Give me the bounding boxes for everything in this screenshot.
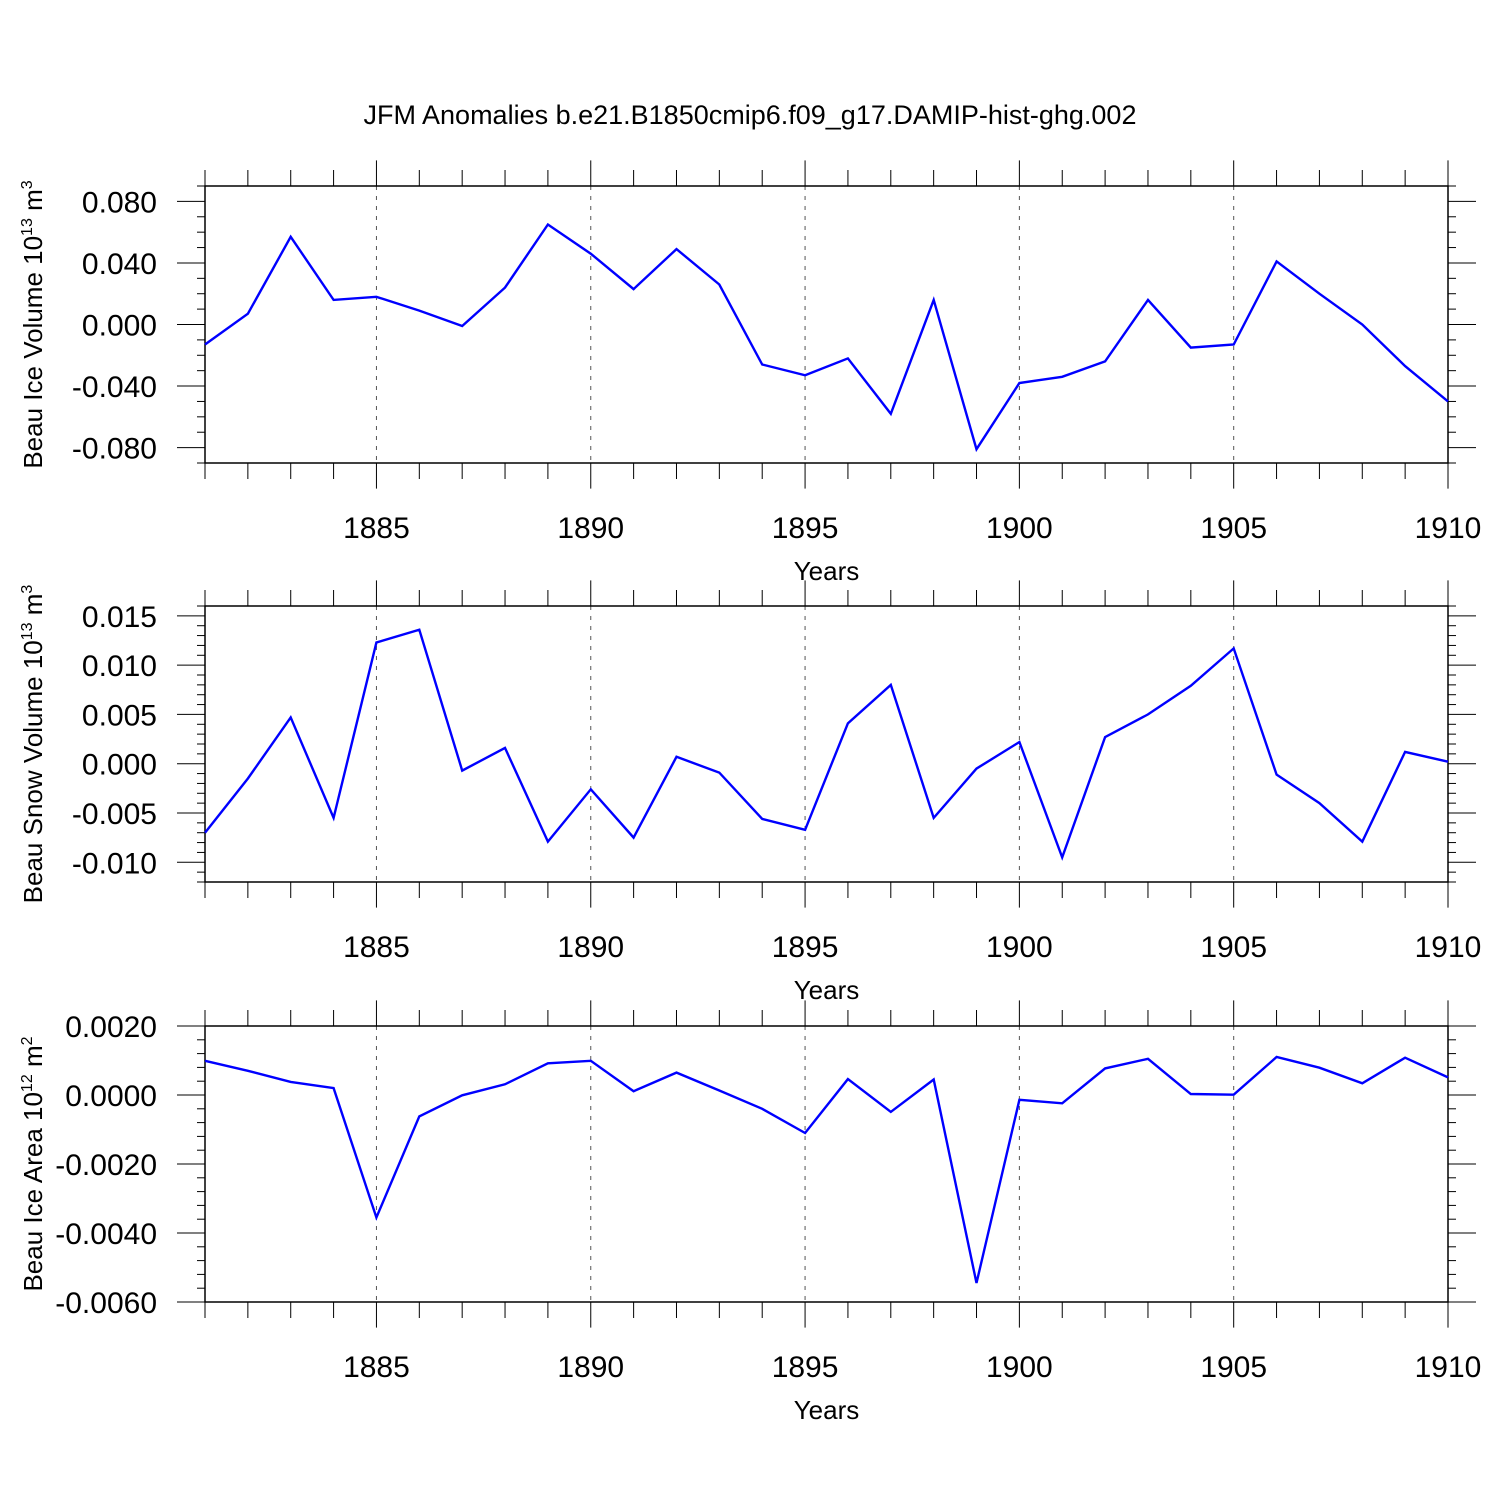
x-tick-label: 1895 — [772, 512, 839, 545]
y-axis-label: Beau Ice Area 1012 m2 — [18, 1036, 48, 1291]
x-tick-label: 1905 — [1200, 512, 1267, 545]
x-tick-label: 1895 — [772, 1351, 839, 1384]
x-axis-label: Years — [794, 975, 860, 1005]
chart-panel-3: 1885 1890 1895 1900 1905 1910 Years -0.0060 -0.0… — [18, 1000, 1481, 1425]
y-tick-label: -0.0060 — [55, 1287, 157, 1320]
x-axis-label: Years — [794, 1395, 860, 1425]
x-tick-label: 1885 — [343, 931, 410, 964]
y-tick-label: 0.000 — [82, 749, 157, 782]
y-tick-label: 0.0020 — [65, 1011, 157, 1044]
y-tick-label: 0.000 — [82, 310, 157, 343]
x-tick-label: 1890 — [557, 931, 624, 964]
y-tick-label: -0.0040 — [55, 1218, 157, 1251]
x-tick-label: 1890 — [557, 512, 624, 545]
y-tick-label: -0.0020 — [55, 1149, 157, 1182]
plot-frame — [204, 1025, 1449, 1303]
plot-frame — [204, 605, 1449, 883]
y-tick-label: -0.010 — [72, 847, 157, 880]
y-tick-label: 0.0000 — [65, 1080, 157, 1113]
x-tick-label: 1900 — [986, 1351, 1053, 1384]
y-tick-label: 0.010 — [82, 650, 157, 683]
plot-frame — [204, 185, 1449, 464]
chart-panel-2: 1885 1890 1895 1900 1905 1910 Years -0.010 -0.00… — [18, 580, 1481, 1005]
y-tick-label: 0.080 — [82, 186, 157, 219]
y-tick-label: 0.005 — [82, 699, 157, 732]
y-tick-label: 0.015 — [82, 601, 157, 634]
x-tick-label: 1890 — [557, 1351, 624, 1384]
series-line — [204, 628, 1449, 861]
y-tick-label: -0.040 — [72, 371, 157, 404]
x-tick-label: 1910 — [1415, 1351, 1482, 1384]
x-tick-label: 1910 — [1415, 931, 1482, 964]
x-tick-label: 1900 — [986, 931, 1053, 964]
y-tick-label: 0.040 — [82, 248, 157, 281]
x-tick-label: 1885 — [343, 512, 410, 545]
x-tick-label: 1885 — [343, 1351, 410, 1384]
x-tick-label: 1895 — [772, 931, 839, 964]
x-axis-label: Years — [794, 556, 860, 586]
x-tick-label: 1905 — [1200, 1351, 1267, 1384]
x-tick-label: 1910 — [1415, 512, 1482, 545]
panels: 1885 1890 1895 1900 1905 1910 Years -0.080 -0.04… — [18, 160, 1481, 1425]
series-line — [204, 1055, 1449, 1284]
x-tick-label: 1905 — [1200, 931, 1267, 964]
y-tick-label: -0.005 — [72, 798, 157, 831]
x-tick-label: 1900 — [986, 512, 1053, 545]
chart-panel-1: 1885 1890 1895 1900 1905 1910 Years -0.080 -0.04… — [18, 160, 1481, 586]
figure-title: JFM Anomalies b.e21.B1850cmip6.f09_g17.D… — [364, 100, 1137, 130]
y-axis-label: Beau Ice Volume 1013 m3 — [18, 180, 48, 468]
series-line — [204, 222, 1449, 453]
y-axis-label: Beau Snow Volume 1013 m3 — [18, 585, 48, 904]
y-tick-label: -0.080 — [72, 433, 157, 466]
